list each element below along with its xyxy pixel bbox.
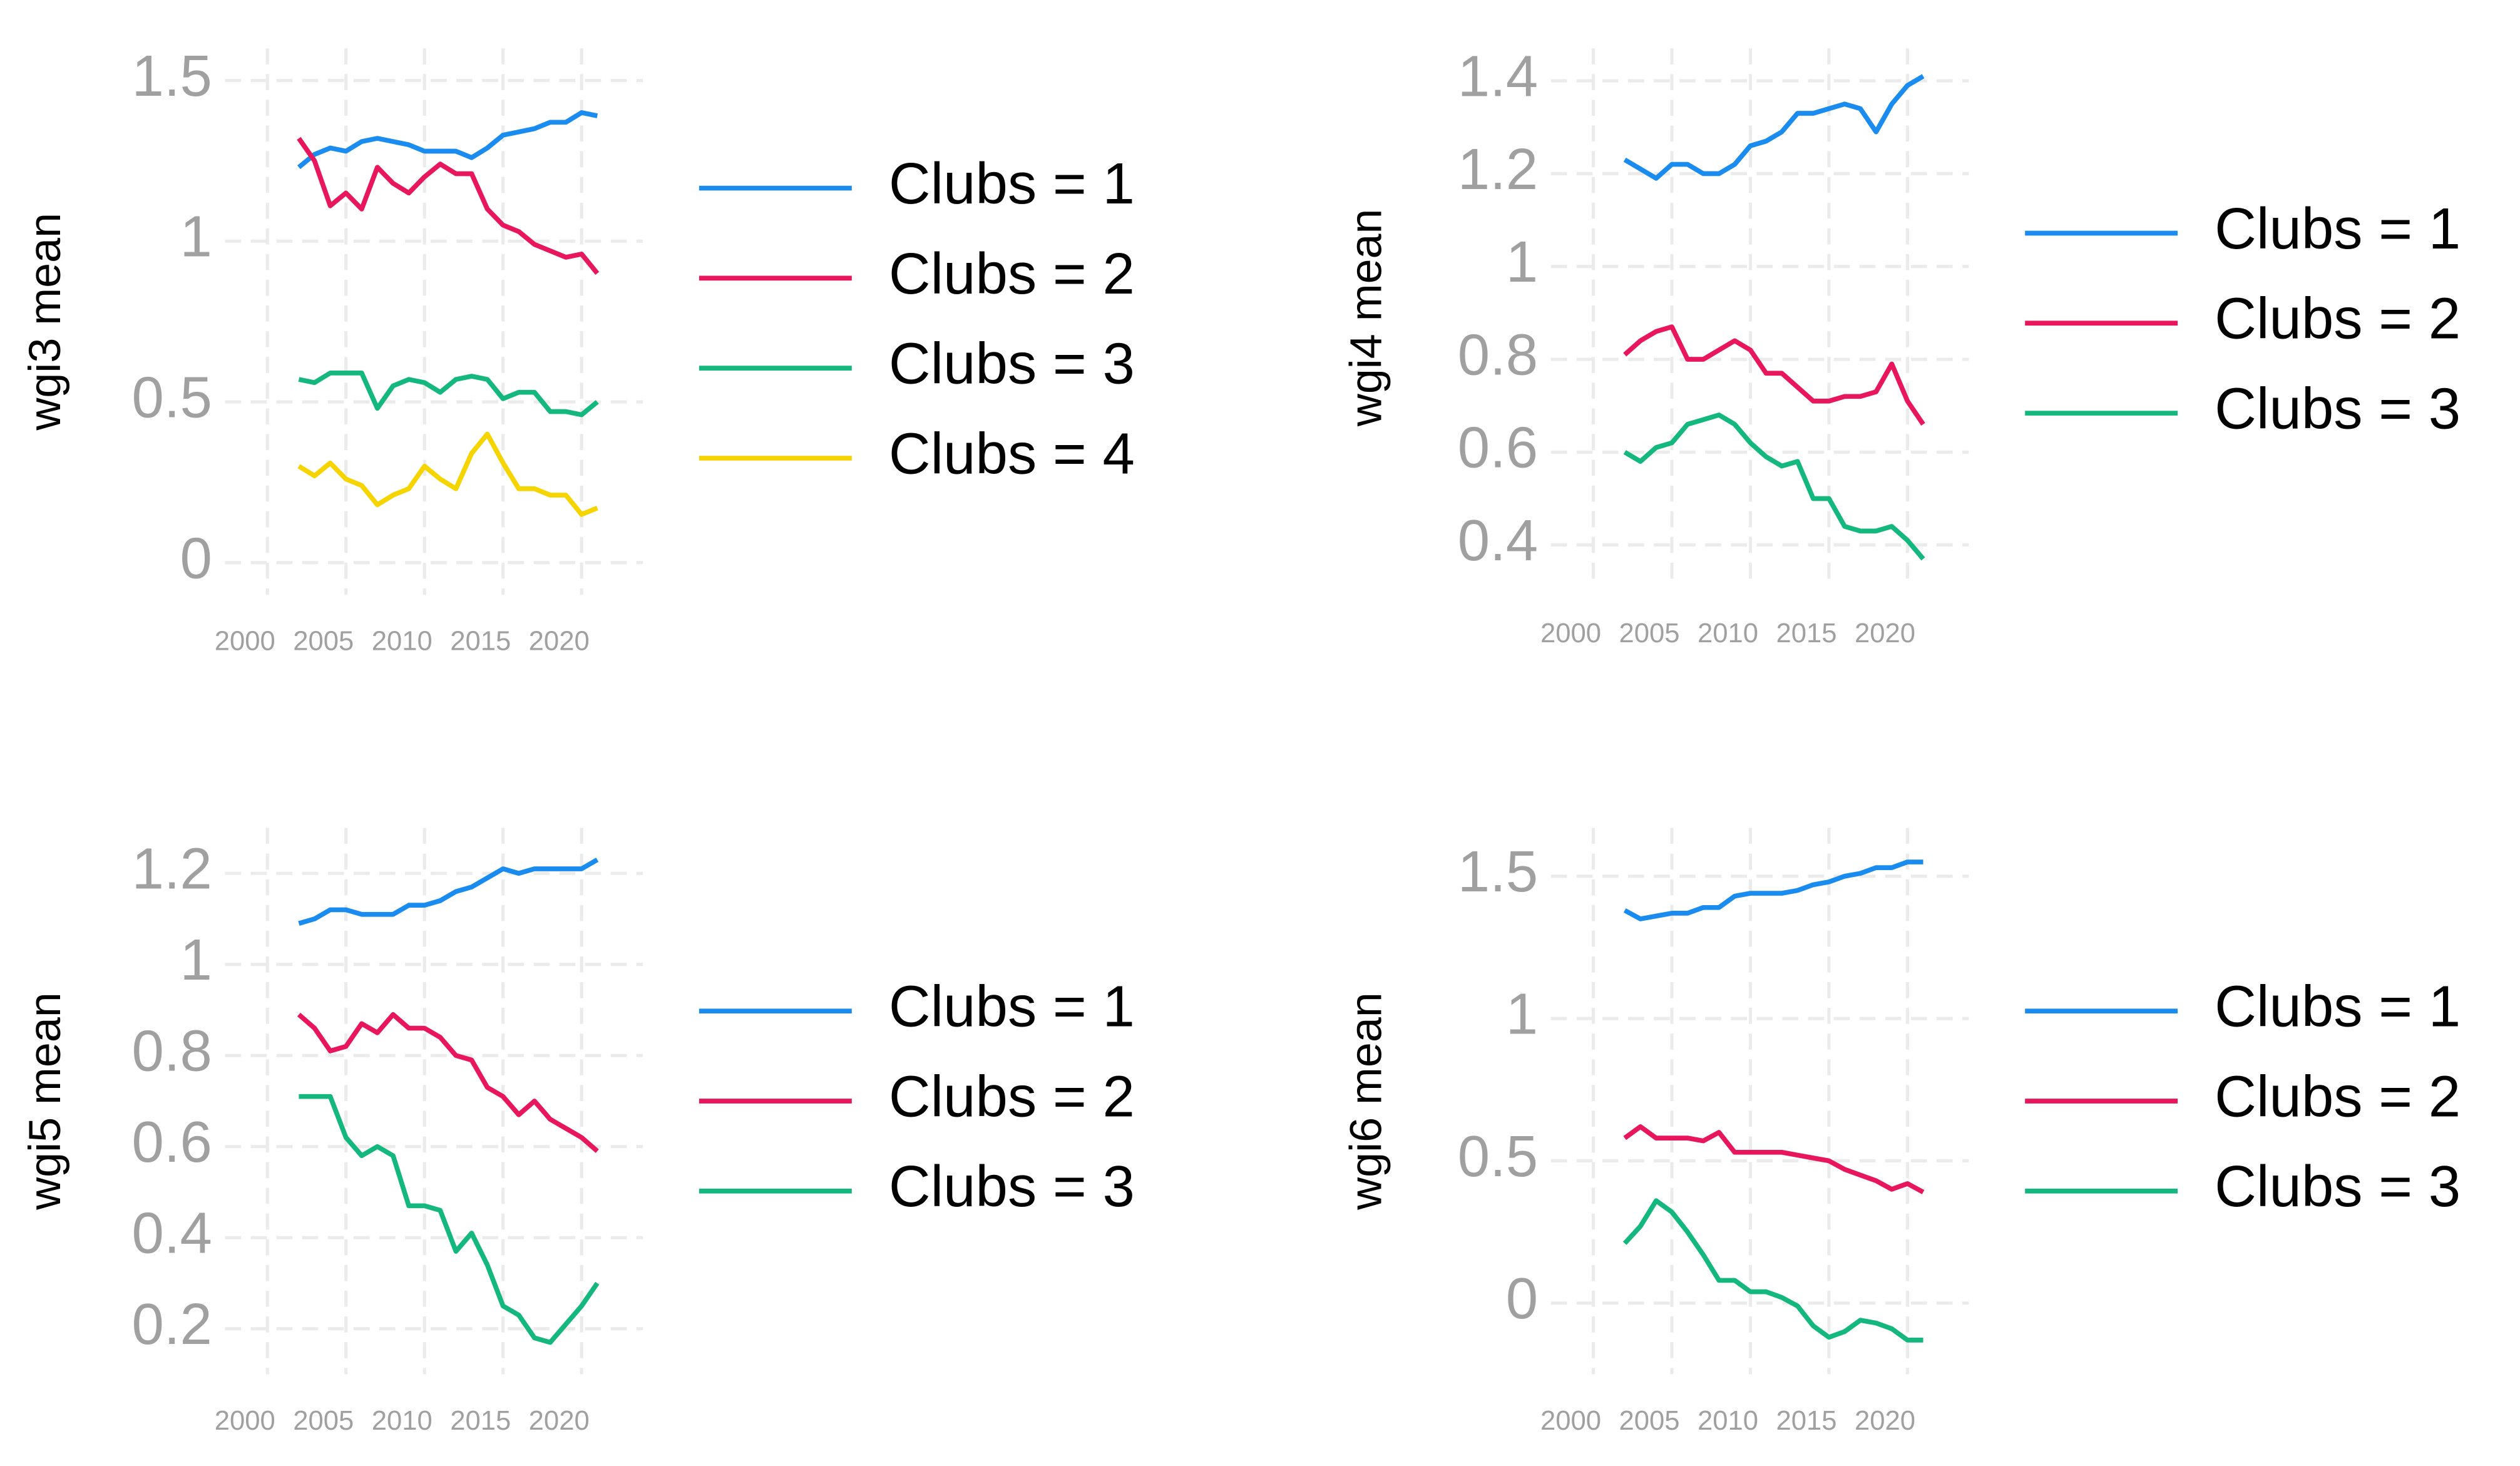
- series-line: [297, 431, 598, 517]
- y-tick-label: 1: [1506, 982, 1538, 1047]
- x-tick-label: 2005: [293, 1405, 354, 1436]
- x-tick-label: 2015: [450, 1405, 511, 1436]
- legend-label: Clubs = 2: [889, 1064, 1135, 1129]
- x-tick-label: 2020: [529, 1405, 590, 1436]
- panel: 0.2 0.4 0.6 0.8 1 1.2 2000 2005 2010 2015 2020 wgi5…: [20, 828, 1135, 1436]
- x-tick-label: 2000: [215, 626, 275, 657]
- y-axis-title: wgi5 mean: [20, 992, 70, 1211]
- series-line: [297, 136, 600, 275]
- y-tick-label: 1: [180, 927, 212, 992]
- series-line: [1623, 1124, 1925, 1194]
- legend-label: Clubs = 3: [2215, 1154, 2461, 1219]
- legend-label: Clubs = 3: [889, 331, 1135, 396]
- y-tick-label: 1: [1506, 229, 1538, 294]
- series-line: [297, 1012, 599, 1153]
- x-tick-label: 2015: [1776, 1405, 1836, 1436]
- x-tick-label: 2000: [1540, 1405, 1601, 1436]
- legend-label: Clubs = 1: [889, 151, 1135, 216]
- y-tick-label: 1.2: [1458, 136, 1538, 202]
- legend-label: Clubs = 4: [889, 421, 1135, 486]
- x-tick-label: 2020: [529, 626, 590, 657]
- x-tick-label: 2020: [1855, 618, 1915, 648]
- series-line: [1623, 859, 1923, 921]
- legend-label: Clubs = 3: [2215, 376, 2461, 441]
- series-line: [1623, 324, 1925, 426]
- y-tick-label: 0.6: [131, 1109, 212, 1174]
- x-tick-label: 2010: [1698, 1405, 1758, 1436]
- x-tick-label: 2010: [372, 626, 433, 657]
- x-tick-label: 2015: [450, 626, 511, 657]
- y-axis-title: wgi4 mean: [1341, 208, 1391, 427]
- y-axis-title: wgi6 mean: [1341, 992, 1391, 1211]
- x-tick-label: 2000: [215, 1405, 275, 1436]
- legend-label: Clubs = 1: [2215, 974, 2461, 1039]
- legend-label: Clubs = 2: [2215, 1064, 2461, 1129]
- series-line: [1622, 1198, 1923, 1343]
- series-line: [299, 1094, 600, 1345]
- y-tick-label: 0.8: [1458, 322, 1538, 387]
- x-tick-label: 2010: [372, 1405, 433, 1436]
- x-tick-label: 2010: [1698, 618, 1758, 648]
- y-tick-label: 1.5: [1458, 839, 1538, 904]
- x-tick-label: 2020: [1855, 1405, 1915, 1436]
- y-tick-label: 1: [180, 204, 212, 269]
- panel: 0 0.5 1 1.5 2000 2005 2010 2015 2020 wgi3 mean Clu…: [20, 43, 1135, 657]
- y-tick-label: 1.4: [1458, 44, 1538, 109]
- y-tick-label: 0.2: [131, 1291, 212, 1356]
- panel: 0.4 0.6 0.8 1 1.2 1.4 2000 2005 2010 2015 2020 wgi4…: [1341, 44, 2461, 648]
- y-tick-label: 0.4: [1458, 508, 1538, 573]
- y-tick-label: 1.2: [131, 836, 212, 901]
- legend-label: Clubs = 1: [889, 974, 1135, 1039]
- y-tick-label: 0.5: [1458, 1124, 1538, 1189]
- x-tick-label: 2005: [1619, 618, 1680, 648]
- series-line: [1623, 413, 1925, 561]
- legend-label: Clubs = 2: [889, 241, 1135, 306]
- x-tick-label: 2005: [293, 626, 354, 657]
- x-tick-label: 2000: [1540, 618, 1601, 648]
- y-tick-label: 0.4: [131, 1201, 212, 1266]
- legend-label: Clubs = 1: [2215, 196, 2461, 261]
- series-line: [298, 858, 599, 926]
- x-tick-label: 2005: [1619, 1405, 1680, 1436]
- x-tick-label: 2015: [1776, 618, 1836, 648]
- y-tick-label: 0.8: [131, 1018, 212, 1084]
- y-tick-label: 1.5: [131, 43, 212, 108]
- y-tick-label: 0.6: [1458, 415, 1538, 480]
- y-tick-label: 0: [1506, 1266, 1538, 1331]
- legend-label: Clubs = 3: [889, 1154, 1135, 1219]
- series-line: [298, 371, 599, 418]
- legend-label: Clubs = 2: [2215, 286, 2461, 351]
- panel: 0 0.5 1 1.5 2000 2005 2010 2015 2020 wgi6 mean Clu…: [1341, 828, 2461, 1436]
- series-line: [297, 110, 598, 170]
- series-line: [1623, 74, 1925, 181]
- y-tick-label: 0.5: [131, 364, 212, 429]
- y-axis-title: wgi3 mean: [20, 213, 70, 431]
- y-tick-label: 0: [180, 525, 212, 590]
